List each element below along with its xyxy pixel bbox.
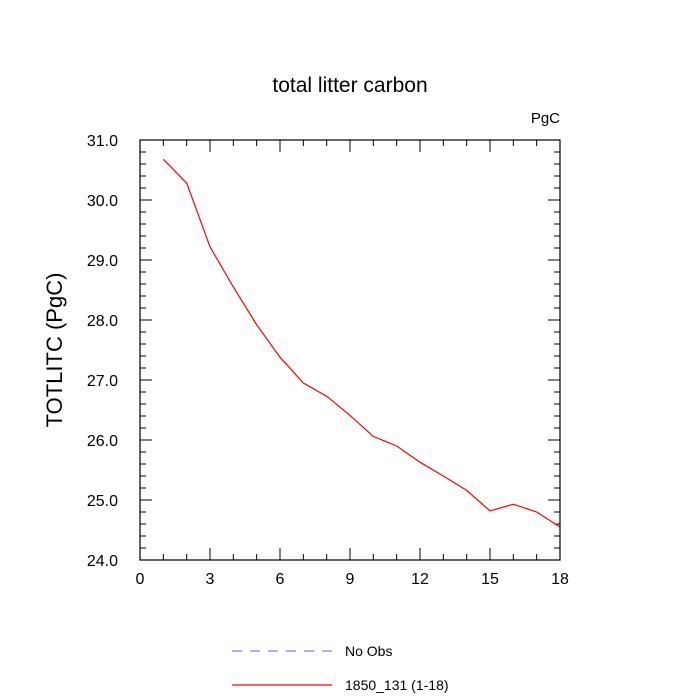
x-tick-label: 6: [276, 571, 285, 588]
chart-title: total litter carbon: [272, 74, 427, 97]
legend-label: 1850_131 (1-18): [345, 677, 449, 693]
y-tick-label: 31.0: [87, 133, 118, 150]
y-tick-label: 30.0: [87, 193, 118, 210]
x-tick-label: 3: [206, 571, 215, 588]
units-label: PgC: [531, 110, 560, 127]
x-tick-label: 0: [136, 571, 145, 588]
y-tick-label: 24.0: [87, 553, 118, 570]
x-tick-label: 9: [346, 571, 355, 588]
y-tick-label: 28.0: [87, 313, 118, 330]
y-tick-label: 25.0: [87, 493, 118, 510]
x-tick-label: 12: [411, 571, 429, 588]
plot-frame: [139, 139, 561, 561]
x-tick-label: 15: [481, 571, 499, 588]
y-tick-label: 29.0: [87, 253, 118, 270]
y-tick-label: 26.0: [87, 433, 118, 450]
x-tick-label: 18: [551, 571, 569, 588]
legend: No Obs 1850_131 (1-18): [232, 643, 449, 693]
legend-label: No Obs: [345, 643, 392, 659]
y-axis-label: TOTLITC (PgC): [42, 273, 67, 428]
plot-area: 0 3 6 9 12 15 18 24.0 25.0 26.0 27.0 28.0 29.0 30.0 31…: [87, 133, 569, 588]
y-tick-label: 27.0: [87, 373, 118, 390]
series-line: [162, 158, 561, 528]
